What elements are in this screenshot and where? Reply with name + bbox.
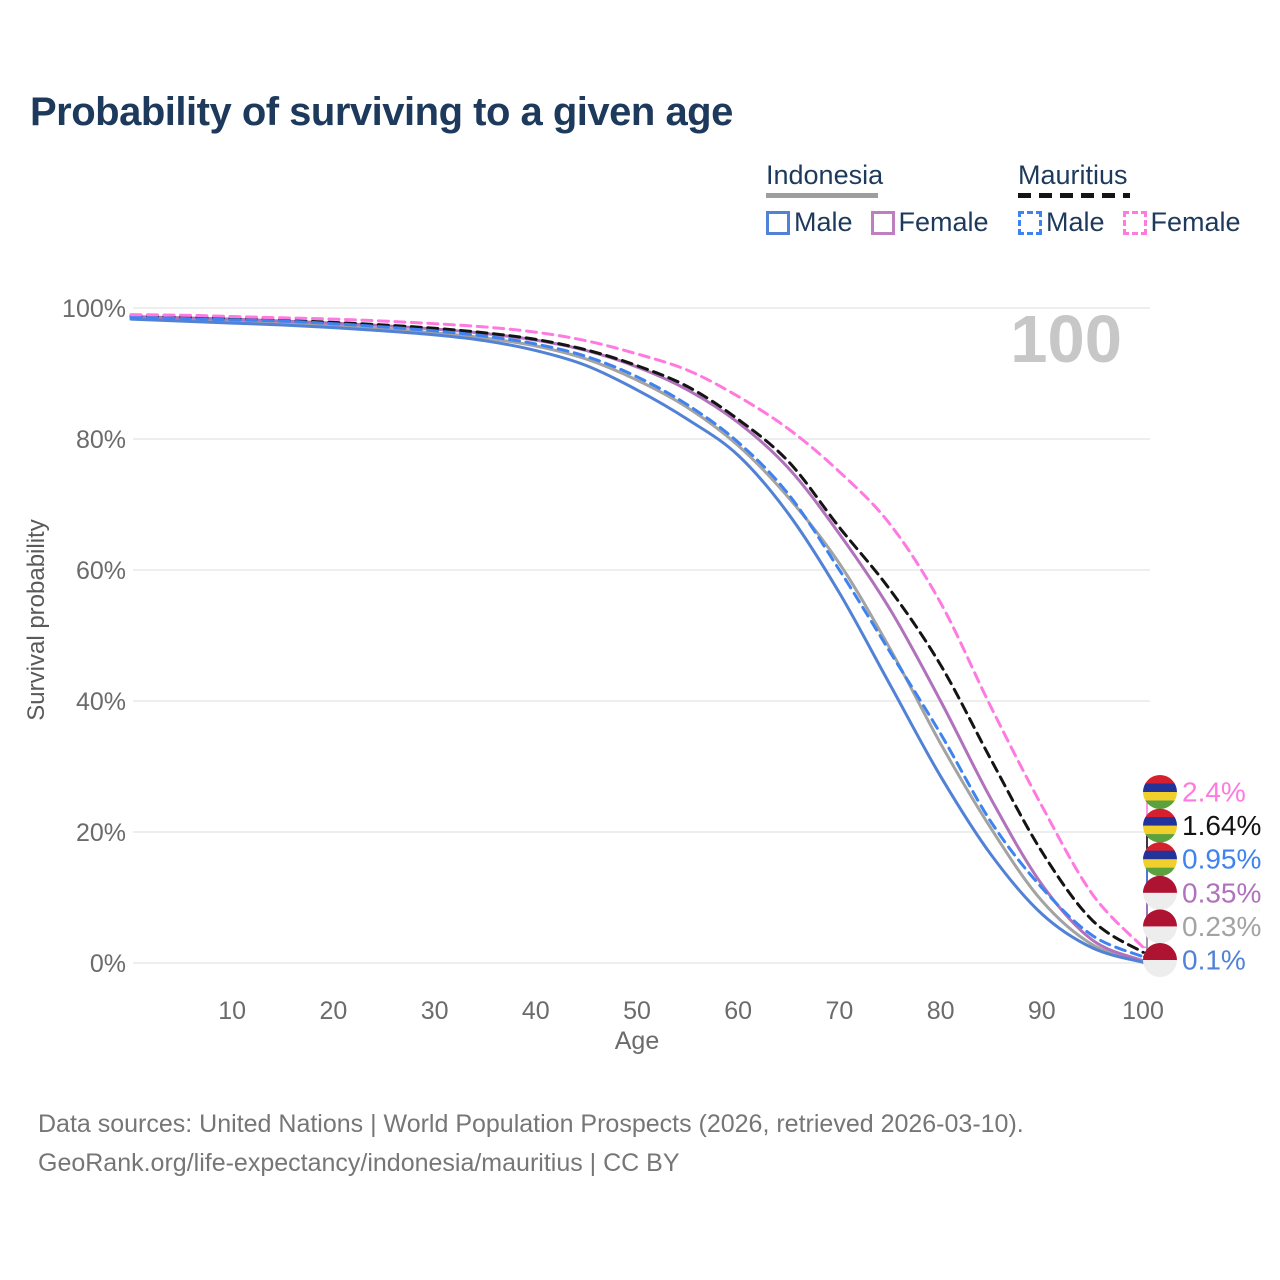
curve-indonesia-female[interactable] bbox=[129, 315, 1145, 963]
footer-sources-line: Data sources: United Nations | World Pop… bbox=[38, 1110, 1024, 1138]
curve-indonesia-male[interactable] bbox=[129, 317, 1145, 964]
curve-mauritius-female[interactable] bbox=[129, 313, 1145, 949]
indonesia-female-checkbox-icon bbox=[870, 210, 895, 235]
legend-group-indonesia: Indonesia Male Female bbox=[766, 160, 1007, 238]
end-value-label-indonesia-male: 0.1% bbox=[1182, 945, 1246, 976]
flag-icon-mauritius bbox=[1143, 775, 1177, 809]
flag-icon-indonesia bbox=[1143, 875, 1177, 910]
x-tick-label: 20 bbox=[319, 997, 347, 1025]
end-value-label-indonesia-female: 0.35% bbox=[1182, 877, 1261, 908]
x-tick-label: 80 bbox=[927, 997, 955, 1025]
mauritius-female-checkbox-icon bbox=[1122, 210, 1147, 235]
legend-item-label: Female bbox=[1150, 207, 1241, 237]
y-axis-title: Survival probability bbox=[23, 519, 50, 720]
y-tick-label: 80% bbox=[76, 426, 126, 454]
curve-indonesia-total[interactable] bbox=[129, 316, 1145, 963]
x-tick-label: 30 bbox=[421, 997, 449, 1025]
page-title: Probability of surviving to a given age bbox=[30, 90, 733, 134]
age-counter-watermark: 100 bbox=[1010, 302, 1122, 377]
chart-legend: Indonesia Male Female Mauritius Male Fem… bbox=[0, 160, 1280, 250]
y-tick-label: 100% bbox=[62, 295, 126, 323]
flag-icon-mauritius bbox=[1143, 808, 1177, 843]
legend-toggle-mauritius-male[interactable]: Male bbox=[1018, 207, 1105, 238]
curve-mauritius-male[interactable] bbox=[129, 315, 1145, 959]
indonesia-line-swatch bbox=[766, 193, 878, 198]
mauritius-male-checkbox-icon bbox=[1018, 210, 1042, 235]
y-tick-label: 60% bbox=[76, 557, 126, 585]
indonesia-male-checkbox-icon bbox=[766, 210, 790, 235]
y-tick-label: 20% bbox=[76, 819, 126, 847]
legend-group-title-mauritius: Mauritius bbox=[1018, 160, 1128, 190]
flag-icon-indonesia bbox=[1143, 943, 1177, 977]
x-tick-label: 90 bbox=[1028, 997, 1056, 1025]
flag-icon-indonesia bbox=[1143, 909, 1177, 944]
legend-toggle-indonesia-male[interactable]: Male bbox=[766, 207, 853, 238]
footer-attribution-line: GeoRank.org/life-expectancy/indonesia/ma… bbox=[38, 1149, 680, 1177]
legend-toggle-mauritius-female[interactable]: Female bbox=[1122, 207, 1241, 238]
end-value-label-indonesia-total: 0.23% bbox=[1182, 911, 1261, 942]
end-value-label-mauritius-female: 2.4% bbox=[1182, 777, 1246, 808]
data-source-footer: Data sources: United Nations | World Pop… bbox=[38, 1105, 1188, 1183]
mauritius-line-swatch bbox=[1018, 193, 1130, 198]
x-tick-label: 10 bbox=[218, 997, 246, 1025]
legend-item-label: Female bbox=[898, 207, 989, 237]
end-value-label-mauritius-total: 1.64% bbox=[1182, 810, 1261, 841]
flag-icon-mauritius bbox=[1143, 842, 1177, 877]
y-tick-label: 0% bbox=[90, 950, 126, 978]
legend-toggle-indonesia-female[interactable]: Female bbox=[870, 207, 989, 238]
legend-item-label: Male bbox=[1046, 207, 1105, 237]
x-tick-label: 60 bbox=[724, 997, 752, 1025]
x-tick-label: 70 bbox=[825, 997, 853, 1025]
x-tick-label: 100 bbox=[1122, 997, 1164, 1025]
legend-group-mauritius: Mauritius Male Female bbox=[1018, 160, 1259, 238]
end-value-label-mauritius-male: 0.95% bbox=[1182, 844, 1261, 875]
x-tick-label: 40 bbox=[522, 997, 550, 1025]
x-axis-title: Age bbox=[615, 1027, 659, 1055]
y-tick-label: 40% bbox=[76, 688, 126, 716]
legend-item-label: Male bbox=[794, 207, 853, 237]
x-tick-label: 50 bbox=[623, 997, 651, 1025]
legend-group-title-indonesia: Indonesia bbox=[766, 160, 884, 190]
